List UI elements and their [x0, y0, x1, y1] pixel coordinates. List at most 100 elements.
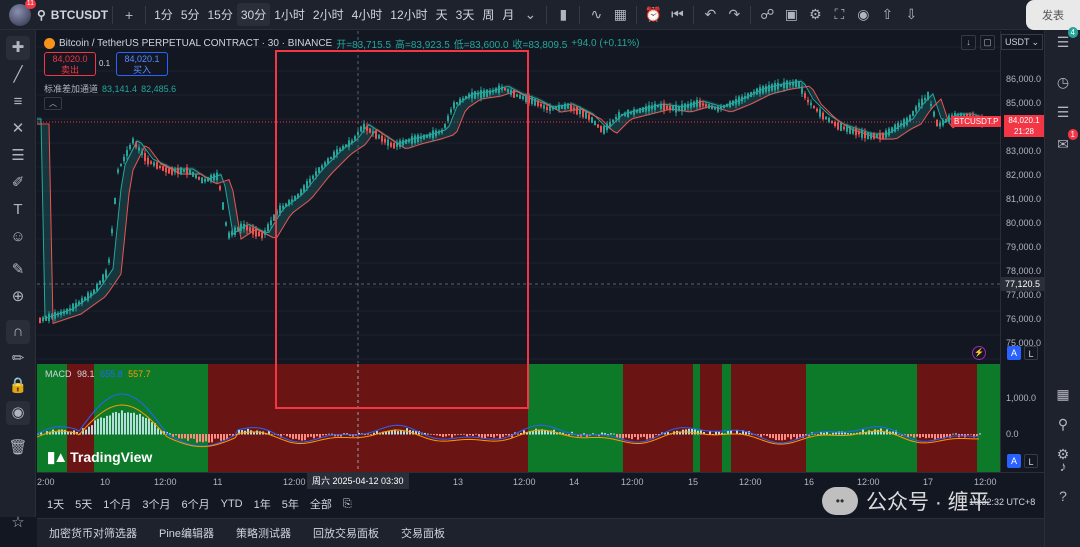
lock-drawing-icon[interactable]: ✏: [11, 350, 25, 367]
magnet-icon[interactable]: ∩: [6, 320, 30, 344]
interval-1mo[interactable]: 月: [502, 8, 515, 22]
candle: [726, 103, 728, 107]
tab-replay-panel[interactable]: 回放交易面板: [313, 528, 380, 540]
user-avatar[interactable]: 11: [9, 0, 36, 26]
candle: [702, 103, 704, 106]
settings-icon[interactable]: ⚙: [809, 6, 822, 22]
collapse-legend-button[interactable]: ︿: [44, 97, 62, 110]
trash-icon[interactable]: 🗑: [8, 439, 28, 456]
range-5d[interactable]: 5天: [75, 499, 93, 511]
crosshair-icon[interactable]: ✚: [6, 36, 30, 60]
clock[interactable]: 10:32:32 UTC+8: [969, 497, 1036, 507]
candle: [456, 102, 458, 105]
hide-icon[interactable]: ◉: [6, 401, 30, 425]
interval-4h[interactable]: 4小时: [351, 8, 383, 22]
arrow-down-icon[interactable]: ⇩: [905, 6, 918, 22]
currency-select[interactable]: USDT ⌄: [1001, 34, 1043, 50]
camera-icon[interactable]: ◉: [857, 6, 870, 22]
interval-1d[interactable]: 天: [435, 8, 448, 22]
alert-icon[interactable]: ⏰: [644, 6, 663, 22]
maximize-icon[interactable]: ▢: [980, 35, 995, 50]
interval-12h[interactable]: 12小时: [390, 8, 428, 22]
undo-icon[interactable]: ↶: [704, 6, 717, 22]
candle: [204, 179, 206, 182]
sell-button[interactable]: 84,020.0 卖出: [44, 52, 96, 76]
range-bar: 1天 5天 1个月 3个月 6个月 YTD 1年 5年 全部 ⎘: [37, 491, 1044, 517]
fib-icon[interactable]: ☰: [11, 147, 25, 164]
interval-5m[interactable]: 5分: [180, 8, 200, 22]
download-icon[interactable]: ↓: [961, 35, 976, 50]
bolt-icon[interactable]: ⚡: [972, 346, 986, 360]
zoom-icon[interactable]: ⊕: [11, 288, 25, 305]
time-axis[interactable]: 2:00 10 12:00 11 12:00 13 12:00 14 12:00 15 12:00 1…: [37, 472, 1044, 490]
range-1d[interactable]: 1天: [47, 499, 65, 511]
interval-1m[interactable]: 1分: [154, 8, 173, 22]
bulb-icon[interactable]: ⚲: [1057, 416, 1069, 432]
indicator-legend[interactable]: 标准差加通道 83,141.4 82,485.6: [44, 82, 176, 95]
range-3m[interactable]: 3个月: [142, 499, 171, 511]
emoji-icon[interactable]: ☺: [10, 228, 26, 245]
interval-30m[interactable]: 30分: [236, 3, 271, 26]
help-icon[interactable]: ?: [1059, 488, 1067, 504]
template-icon[interactable]: ▣: [784, 6, 798, 22]
chevron-down-icon[interactable]: ⌄: [524, 6, 537, 22]
fullscreen-icon[interactable]: ⛶: [834, 6, 845, 22]
redo-icon[interactable]: ↷: [728, 6, 741, 22]
tab-pine-editor[interactable]: Pine编辑器: [159, 528, 215, 540]
candles-icon[interactable]: ▮: [559, 6, 568, 22]
macd-histogram-bar: [868, 430, 870, 435]
brush-icon[interactable]: ✐: [11, 174, 25, 191]
add-symbol-button[interactable]: +: [125, 6, 134, 23]
pitchfork-icon[interactable]: ✕: [11, 120, 25, 137]
price-chart[interactable]: [37, 31, 1000, 363]
layout-grid-icon[interactable]: ▦: [613, 6, 627, 22]
horizontal-lines-icon[interactable]: ≡: [13, 93, 23, 110]
range-1y[interactable]: 1年: [253, 499, 271, 511]
replay-icon[interactable]: ⏮: [671, 6, 684, 22]
macd-log-scale-button[interactable]: L: [1024, 454, 1038, 468]
ruler-icon[interactable]: ✎: [11, 261, 25, 278]
interval-2h[interactable]: 2小时: [312, 8, 344, 22]
candle: [282, 205, 284, 209]
indicators-icon[interactable]: ∿: [590, 6, 603, 22]
symbol-search[interactable]: ⚲ BTCUSDT: [37, 8, 108, 22]
trend-line-icon[interactable]: ╱: [13, 66, 23, 83]
notification-icon[interactable]: ⚙: [1056, 446, 1070, 462]
tab-strategy-tester[interactable]: 策略测试器: [236, 528, 292, 540]
macd-auto-scale-button[interactable]: A: [1007, 454, 1021, 468]
interval-1w[interactable]: 周: [482, 8, 495, 22]
favorite-star-icon[interactable]: ☆: [11, 514, 25, 531]
range-1m[interactable]: 1个月: [103, 499, 132, 511]
legend-title[interactable]: Bitcoin / TetherUS PERPETUAL CONTRACT · …: [59, 38, 333, 49]
range-5y[interactable]: 5年: [281, 499, 299, 511]
goto-date-icon[interactable]: ⎘: [342, 497, 352, 510]
publish-button[interactable]: 发表: [1026, 0, 1080, 30]
chat-icon[interactable]: ✉ 1: [1051, 129, 1078, 156]
tab-crypto-screener[interactable]: 加密货币对筛选器: [49, 528, 137, 540]
log-scale-button[interactable]: L: [1024, 346, 1038, 360]
watchlist-icon[interactable]: ☰ 4: [1051, 27, 1078, 54]
layers-icon[interactable]: ☰: [1056, 104, 1070, 120]
range-all[interactable]: 全部: [309, 499, 332, 511]
macd-histogram-bar: [103, 418, 105, 435]
network-icon[interactable]: ☍: [760, 6, 775, 22]
clock-icon[interactable]: ◷: [1056, 74, 1070, 90]
candle: [525, 95, 527, 103]
price-axis[interactable]: 86,000.085,000.084,000.083,000.082,000.0…: [1000, 31, 1044, 472]
lock-icon[interactable]: 🔒: [8, 377, 28, 394]
macd-pane[interactable]: [37, 364, 1000, 472]
macd-histogram-bar: [628, 434, 630, 439]
buy-button[interactable]: 84,020.1 买入: [116, 52, 168, 76]
interval-1h[interactable]: 1小时: [274, 8, 305, 22]
macd-legend[interactable]: MACD 98.1 655.8 557.7: [45, 369, 151, 379]
arrow-up-icon[interactable]: ⇧: [881, 6, 894, 22]
auto-scale-button[interactable]: A: [1007, 346, 1021, 360]
tab-trading-panel[interactable]: 交易面板: [401, 528, 446, 540]
calendar-icon[interactable]: ▦: [1056, 386, 1070, 402]
interval-3d[interactable]: 3天: [455, 8, 475, 22]
bell-icon[interactable]: ♪: [1059, 458, 1067, 474]
range-6m[interactable]: 6个月: [181, 499, 210, 511]
interval-15m[interactable]: 15分: [207, 8, 233, 22]
range-ytd[interactable]: YTD: [220, 498, 243, 510]
text-icon[interactable]: T: [13, 201, 23, 218]
